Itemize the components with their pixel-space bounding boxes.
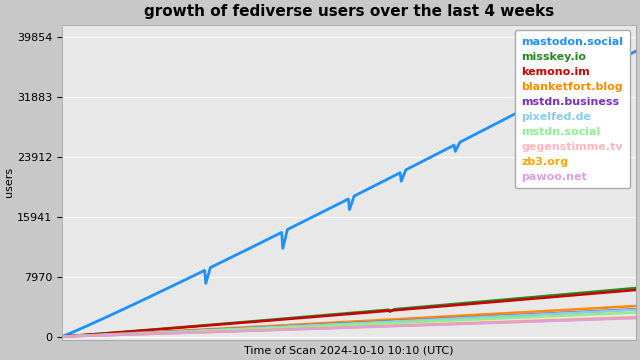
misskey.io [58, 334, 66, 339]
pixelfed.de [618, 308, 626, 312]
mstdn.social [632, 310, 639, 315]
mastodon.social [529, 103, 536, 107]
pawoo.net [334, 326, 342, 330]
mstdn.business [400, 319, 408, 323]
mstdn.business [529, 312, 536, 316]
mstdn.social [334, 323, 342, 328]
misskey.io [529, 295, 536, 299]
mastodon.social [400, 174, 408, 178]
misskey.io [369, 309, 376, 313]
gegenstimme.tv [529, 319, 536, 323]
Line: misskey.io: misskey.io [62, 288, 636, 337]
mstdn.business [334, 322, 342, 326]
mstdn.business [369, 320, 376, 324]
gegenstimme.tv [334, 325, 342, 330]
mstdn.social [369, 322, 376, 326]
misskey.io [632, 286, 639, 290]
mstdn.business [331, 322, 339, 326]
mastodon.social [632, 49, 639, 53]
Y-axis label: users: users [4, 167, 14, 197]
kemono.im [369, 310, 376, 314]
mstdn.social [618, 311, 626, 315]
pixelfed.de [400, 319, 408, 323]
gegenstimme.tv [58, 334, 66, 339]
kemono.im [334, 313, 342, 317]
zb3.org [632, 315, 639, 320]
blanketfort.blog [529, 310, 536, 314]
blanketfort.blog [334, 320, 342, 324]
mstdn.business [618, 308, 626, 312]
kemono.im [618, 289, 626, 293]
blanketfort.blog [331, 320, 339, 325]
Line: mastodon.social: mastodon.social [62, 51, 636, 337]
Title: growth of fediverse users over the last 4 weeks: growth of fediverse users over the last … [144, 4, 554, 19]
mstdn.social [331, 323, 339, 328]
blanketfort.blog [632, 304, 639, 308]
Line: mstdn.business: mstdn.business [62, 309, 636, 337]
kemono.im [331, 313, 339, 318]
mastodon.social [331, 204, 339, 208]
pawoo.net [618, 316, 626, 321]
gegenstimme.tv [400, 323, 408, 327]
mastodon.social [58, 334, 66, 339]
blanketfort.blog [369, 318, 376, 323]
zb3.org [331, 326, 339, 330]
blanketfort.blog [400, 317, 408, 321]
Line: blanketfort.blog: blanketfort.blog [62, 306, 636, 337]
X-axis label: Time of Scan 2024-10-10 10:10 (UTC): Time of Scan 2024-10-10 10:10 (UTC) [244, 346, 454, 356]
pawoo.net [58, 334, 66, 339]
misskey.io [334, 312, 342, 316]
kemono.im [58, 334, 66, 339]
zb3.org [334, 326, 342, 330]
mstdn.business [632, 307, 639, 311]
misskey.io [331, 312, 339, 316]
blanketfort.blog [618, 305, 626, 309]
gegenstimme.tv [618, 315, 626, 320]
pawoo.net [369, 325, 376, 329]
mstdn.social [400, 320, 408, 325]
mstdn.social [529, 315, 536, 319]
Line: mstdn.social: mstdn.social [62, 312, 636, 337]
kemono.im [529, 297, 536, 301]
zb3.org [369, 324, 376, 329]
misskey.io [400, 306, 408, 311]
kemono.im [400, 307, 408, 312]
zb3.org [58, 334, 66, 339]
Line: gegenstimme.tv: gegenstimme.tv [62, 317, 636, 337]
Line: pawoo.net: pawoo.net [62, 318, 636, 337]
zb3.org [529, 319, 536, 323]
zb3.org [618, 316, 626, 320]
zb3.org [400, 323, 408, 328]
pixelfed.de [632, 307, 639, 312]
pixelfed.de [334, 322, 342, 326]
pawoo.net [331, 326, 339, 330]
mstdn.social [58, 334, 66, 339]
Line: kemono.im: kemono.im [62, 290, 636, 337]
gegenstimme.tv [369, 324, 376, 328]
pixelfed.de [58, 334, 66, 339]
gegenstimme.tv [632, 315, 639, 319]
pixelfed.de [369, 320, 376, 325]
misskey.io [618, 287, 626, 291]
gegenstimme.tv [331, 325, 339, 330]
Line: pixelfed.de: pixelfed.de [62, 310, 636, 337]
mastodon.social [369, 185, 376, 189]
blanketfort.blog [58, 334, 66, 339]
pixelfed.de [331, 322, 339, 327]
pawoo.net [632, 316, 639, 320]
kemono.im [632, 288, 639, 292]
pawoo.net [529, 319, 536, 324]
pawoo.net [400, 324, 408, 328]
Legend: mastodon.social, misskey.io, kemono.im, blanketfort.blog, mstdn.business, pixelf: mastodon.social, misskey.io, kemono.im, … [515, 30, 630, 188]
Line: zb3.org: zb3.org [62, 318, 636, 337]
mstdn.business [58, 334, 66, 339]
mastodon.social [334, 202, 342, 206]
mastodon.social [618, 56, 626, 60]
pixelfed.de [529, 312, 536, 317]
